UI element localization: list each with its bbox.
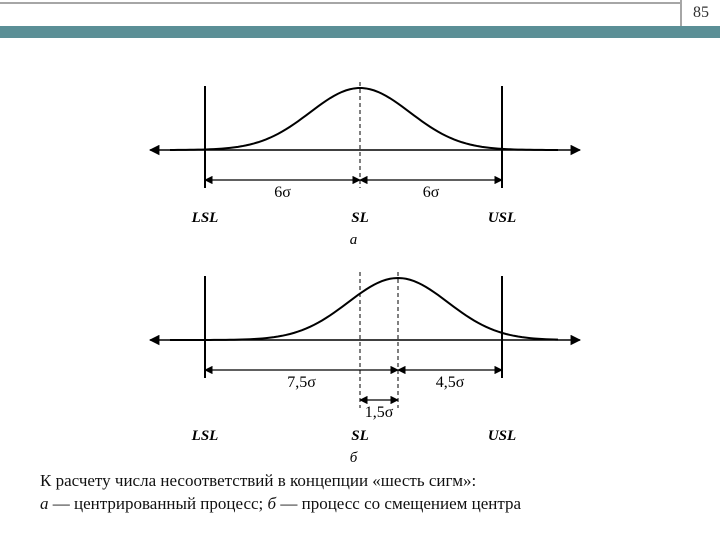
- svg-text:LSL: LSL: [191, 428, 219, 444]
- svg-text:LSL: LSL: [191, 210, 219, 226]
- caption-b-rest: — процесс со смещением центра: [276, 494, 521, 513]
- svg-text:7,5σ: 7,5σ: [287, 374, 316, 391]
- svg-text:USL: USL: [488, 210, 516, 226]
- page-number-text: 85: [693, 4, 709, 22]
- figure-caption: К расчету числа несоответствий в концепц…: [40, 470, 521, 516]
- svg-text:USL: USL: [488, 428, 516, 444]
- header-divider-line: [0, 2, 720, 4]
- page-number: 85: [680, 0, 720, 28]
- slide-header: 85: [0, 0, 720, 38]
- caption-line-2: а — центрированный процесс; б — процесс …: [40, 493, 521, 516]
- header-stripe: [0, 26, 720, 38]
- caption-line-1: К расчету числа несоответствий в концепц…: [40, 470, 521, 493]
- six-sigma-diagram: 6σ6σLSLSLUSLа7,5σ4,5σ1,5σLSLSLUSLб: [0, 44, 720, 454]
- svg-text:4,5σ: 4,5σ: [436, 374, 465, 391]
- svg-text:SL: SL: [351, 210, 369, 226]
- caption-b-italic: б: [268, 494, 277, 513]
- svg-text:6σ: 6σ: [274, 184, 291, 201]
- svg-text:SL: SL: [351, 428, 369, 444]
- svg-text:б: б: [350, 450, 358, 466]
- caption-a-rest: — центрированный процесс;: [49, 494, 268, 513]
- diagram-svg: 6σ 6σ LSL SL USL а 7,5σ 4,5σ 1,5σ LSL SL USL б: [0, 44, 720, 474]
- svg-text:1,5σ: 1,5σ: [365, 404, 394, 421]
- caption-a-italic: а: [40, 494, 49, 513]
- svg-text:6σ: 6σ: [423, 184, 440, 201]
- svg-text:а: а: [350, 232, 358, 248]
